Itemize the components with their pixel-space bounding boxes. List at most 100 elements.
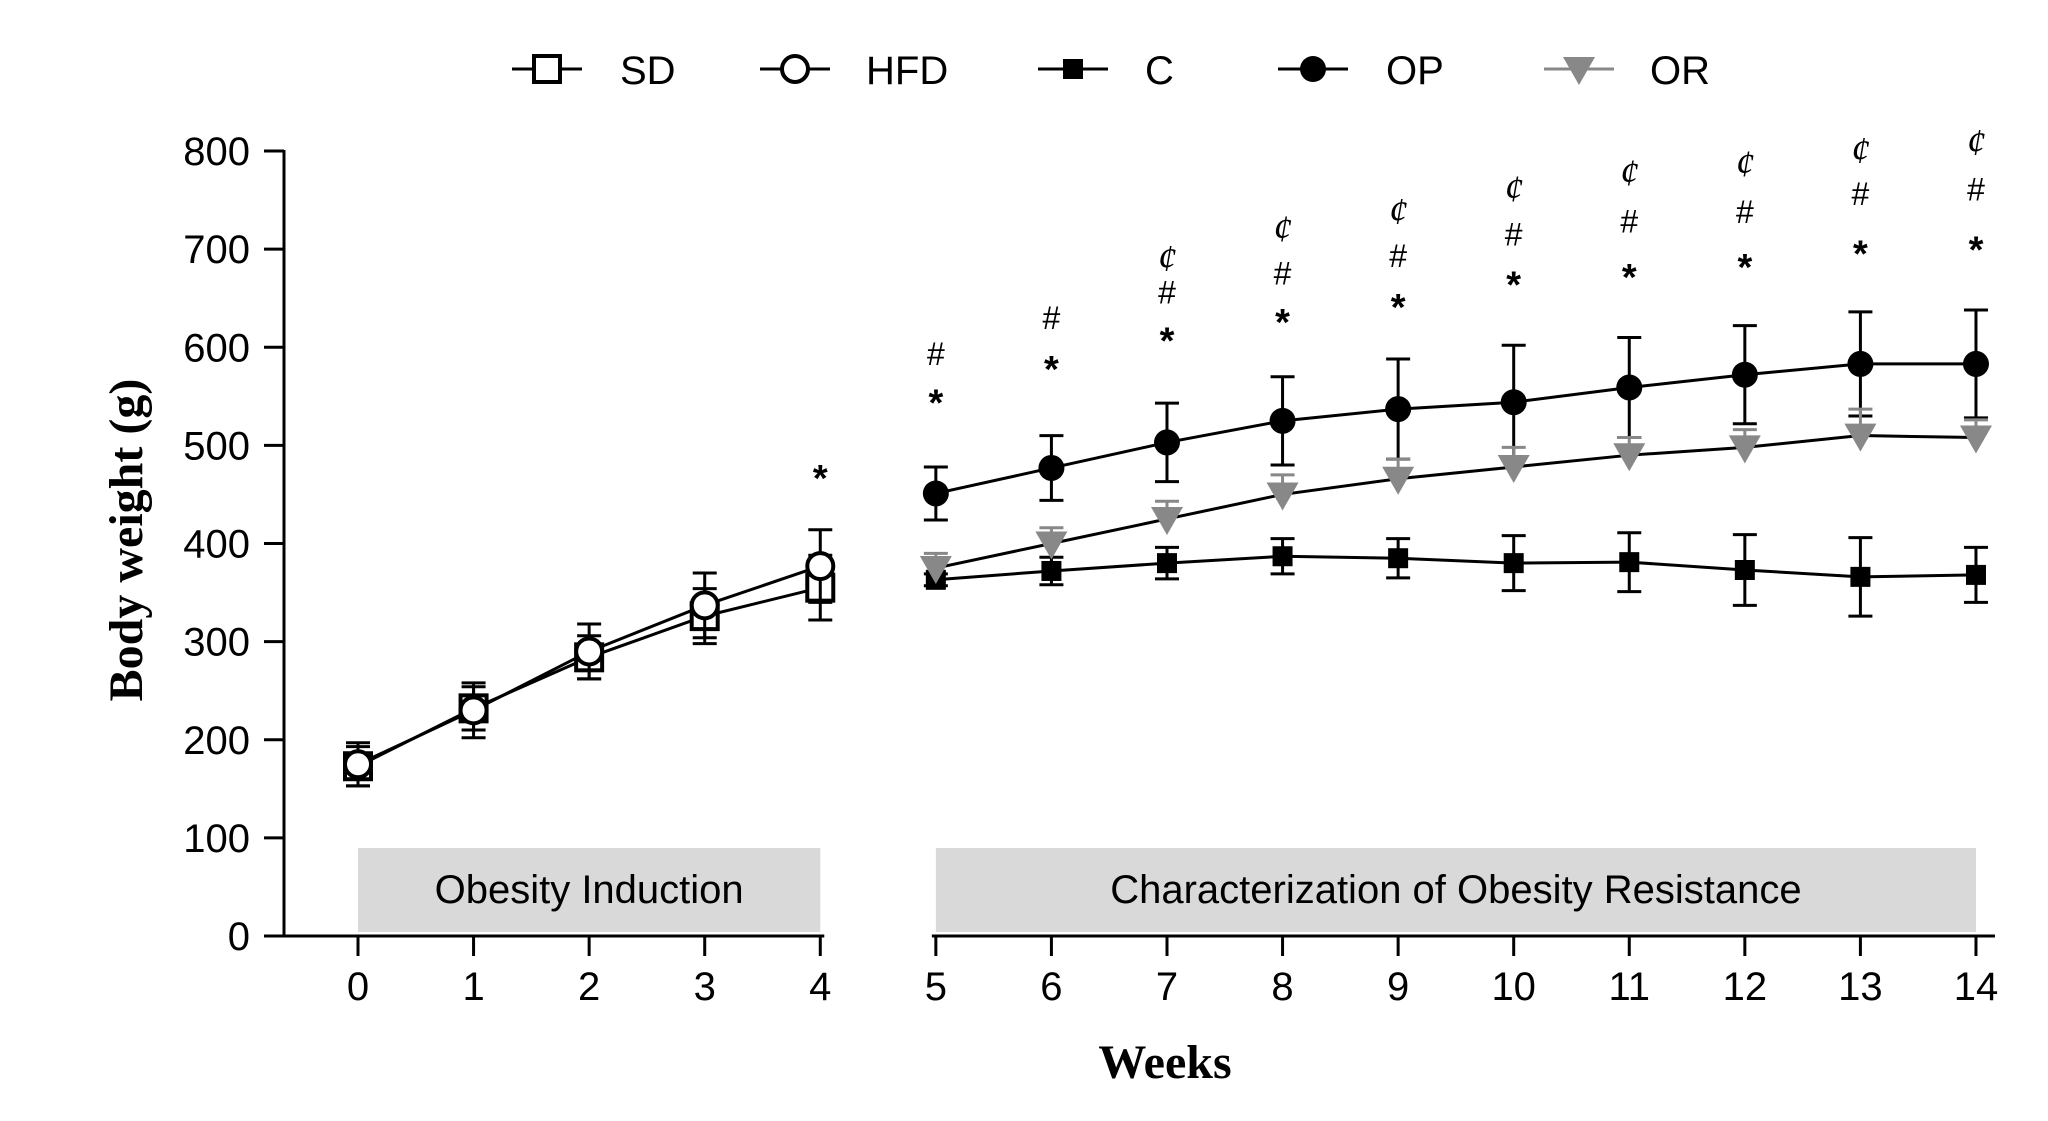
legend: SD HFD C OP OR xyxy=(512,49,1710,93)
x-tick-label-3: 3 xyxy=(694,965,716,1009)
series-hfd-point-0 xyxy=(343,749,373,780)
annotation-3: * xyxy=(1044,349,1059,391)
legend-item-c: C xyxy=(1038,49,1174,93)
x-tick-label-12: 12 xyxy=(1723,965,1768,1009)
y-tick-label-800: 800 xyxy=(183,130,250,174)
series-or-point-6 xyxy=(1035,531,1068,560)
series-op-point-12 xyxy=(1731,361,1758,388)
series-hfd-point-3 xyxy=(689,590,720,621)
annotation-22: ¢ xyxy=(1735,144,1754,186)
y-tick-label-600: 600 xyxy=(183,326,250,370)
y-tick-label-0: 0 xyxy=(228,915,250,959)
x-tick-label-11: 11 xyxy=(1609,965,1651,1009)
series-op-point-10 xyxy=(1500,389,1527,416)
series-op-point-5 xyxy=(922,480,949,507)
annotation-28: ¢ xyxy=(1966,122,1985,164)
x-tick-label-2: 2 xyxy=(578,965,600,1009)
legend-label-sd: SD xyxy=(620,49,676,93)
x-tick-label-6: 6 xyxy=(1040,965,1062,1009)
annotation-27: # xyxy=(1967,171,1985,207)
x-tick-label-10: 10 xyxy=(1491,965,1536,1009)
legend-item-op: OP xyxy=(1278,49,1444,93)
annotation-2: # xyxy=(927,336,945,372)
series-op-point-13 xyxy=(1847,350,1874,377)
x-tick-label-4: 4 xyxy=(809,965,831,1009)
x-tick-label-7: 7 xyxy=(1156,965,1178,1009)
annotation-17: * xyxy=(1622,257,1637,299)
series-c-line xyxy=(935,554,1977,582)
legend-marker-sd xyxy=(532,54,562,84)
annotation-13: ¢ xyxy=(1389,191,1408,233)
y-tick-label-400: 400 xyxy=(183,523,250,567)
legend-item-or: OR xyxy=(1544,49,1710,93)
series-c-point-12 xyxy=(1734,559,1755,580)
annotation-14: * xyxy=(1506,265,1521,307)
series-op-line xyxy=(935,362,1976,495)
series-c-point-11 xyxy=(1619,552,1640,573)
series-or-line xyxy=(935,434,1977,570)
series-or-point-12 xyxy=(1728,435,1761,464)
legend-item-hfd: HFD xyxy=(760,49,948,93)
x-tick-label-9: 9 xyxy=(1387,965,1409,1009)
x-tick-label-14: 14 xyxy=(1954,965,1999,1009)
x-tick-label-5: 5 xyxy=(925,965,947,1009)
annotation-11: * xyxy=(1391,287,1406,329)
series-op-point-8 xyxy=(1269,407,1296,434)
annotation-23: * xyxy=(1853,233,1868,275)
series-c-point-10 xyxy=(1503,553,1524,574)
series-hfd xyxy=(343,528,836,788)
series-c-point-6 xyxy=(1041,560,1062,581)
phase-band-label-0: Obesity Induction xyxy=(435,868,744,912)
legend-label-op: OP xyxy=(1386,49,1444,93)
series-c-point-14 xyxy=(1965,564,1986,585)
y-tick-label-200: 200 xyxy=(183,719,250,763)
x-tick-label-8: 8 xyxy=(1271,965,1293,1009)
series-or-point-11 xyxy=(1613,443,1646,472)
x-tick-label-1: 1 xyxy=(462,965,484,1009)
annotation-6: # xyxy=(1158,274,1176,310)
series-or xyxy=(919,407,1992,585)
series-or-point-8 xyxy=(1266,482,1299,511)
annotation-0: * xyxy=(813,458,828,500)
legend-marker-c xyxy=(1063,59,1083,79)
annotation-5: * xyxy=(1160,321,1175,363)
series-hfd-point-4 xyxy=(805,551,836,582)
series-op-point-9 xyxy=(1385,396,1412,423)
legend-item-sd: SD xyxy=(512,49,676,93)
series-hfd-point-1 xyxy=(458,695,489,726)
series-c-point-13 xyxy=(1850,566,1871,587)
y-tick-label-100: 100 xyxy=(183,817,250,861)
x-axis-title: Weeks xyxy=(1098,1036,1231,1089)
series-or-point-10 xyxy=(1497,454,1530,483)
y-axis-title: Body weight (g) xyxy=(100,379,153,702)
series-c xyxy=(923,531,1988,618)
annotation-12: # xyxy=(1389,238,1407,274)
series-op-point-11 xyxy=(1616,374,1643,401)
x-tick-label-13: 13 xyxy=(1838,965,1883,1009)
series-hfd-point-2 xyxy=(574,636,605,667)
phase-band-label-1: Characterization of Obesity Resistance xyxy=(1110,868,1801,912)
annotation-18: # xyxy=(1620,204,1638,240)
annotation-10: ¢ xyxy=(1273,209,1292,251)
annotation-16: ¢ xyxy=(1504,168,1523,210)
annotation-19: ¢ xyxy=(1620,153,1639,195)
y-tick-label-700: 700 xyxy=(183,228,250,272)
phase-band-1 xyxy=(935,848,1976,932)
annotation-8: * xyxy=(1275,302,1290,344)
legend-marker-op xyxy=(1300,56,1326,82)
annotation-25: ¢ xyxy=(1851,130,1870,172)
series-or-point-13 xyxy=(1844,423,1877,452)
legend-label-or: OR xyxy=(1650,49,1710,93)
series-c-point-9 xyxy=(1388,548,1409,569)
series-op-point-6 xyxy=(1038,454,1065,481)
annotation-24: # xyxy=(1852,176,1870,212)
series-or-point-7 xyxy=(1150,506,1183,535)
annotation-26: * xyxy=(1969,229,1984,271)
significance-annotations: **# *#*#¢*#¢*#¢*#¢*#¢*#¢*#¢*#¢ xyxy=(813,122,1986,500)
y-tick-label-500: 500 xyxy=(183,424,250,468)
series-op xyxy=(922,308,1989,522)
series-c-point-8 xyxy=(1272,546,1293,567)
annotation-7: ¢ xyxy=(1157,238,1176,280)
